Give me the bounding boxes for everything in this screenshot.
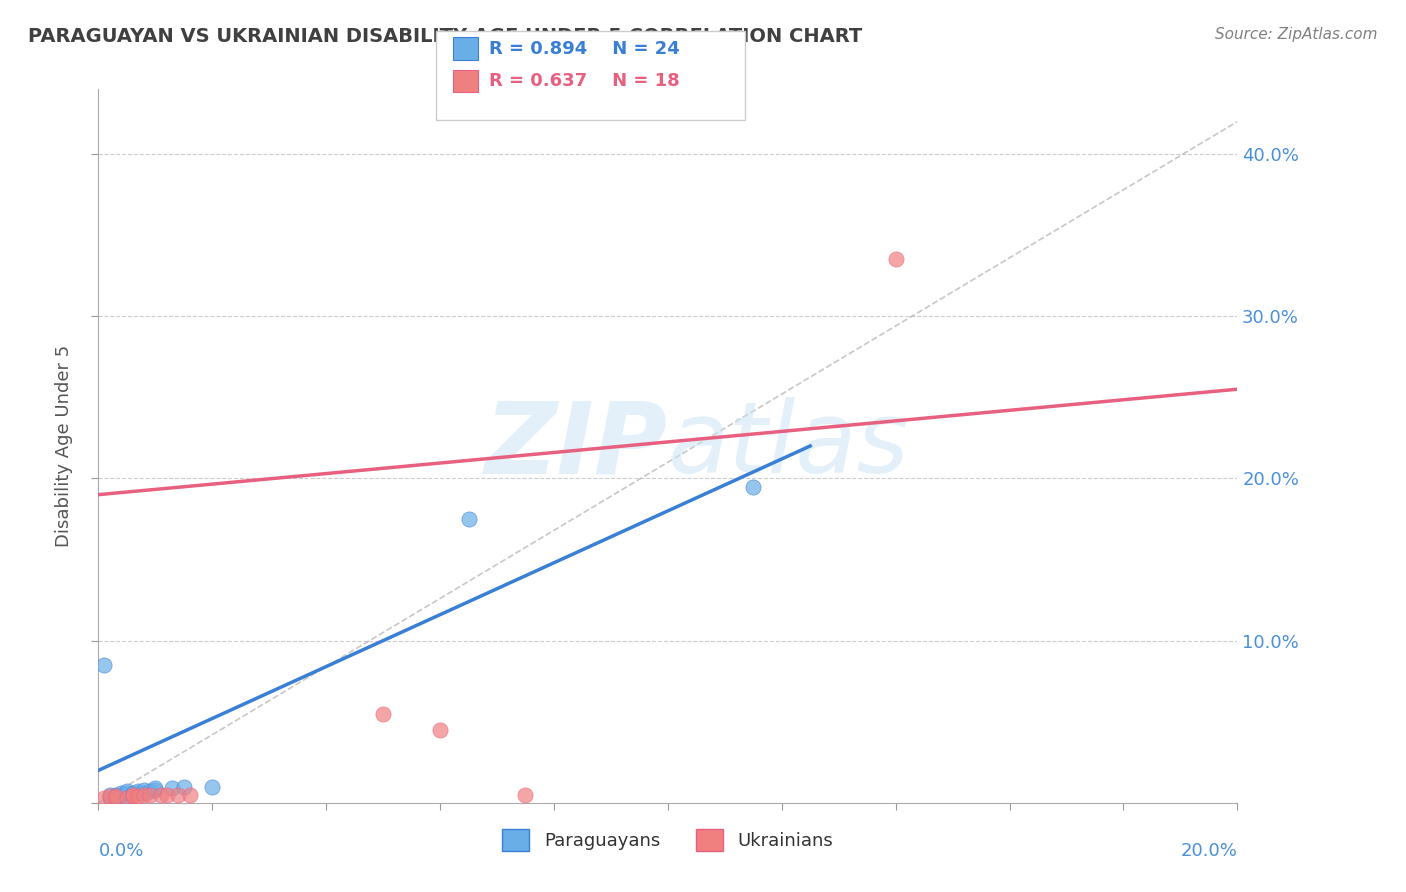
Point: [115, 789, 138, 804]
Point: [145, 781, 167, 796]
Point: [162, 781, 184, 796]
Point: [98, 788, 121, 802]
Text: 0.0%: 0.0%: [98, 842, 143, 860]
Point: [138, 788, 160, 802]
Text: R = 0.637    N = 18: R = 0.637 N = 18: [489, 71, 681, 90]
Point: [156, 788, 179, 802]
Point: [115, 786, 138, 800]
Point: [127, 789, 149, 804]
Point: [104, 791, 127, 805]
Point: [150, 788, 173, 802]
Point: [201, 780, 224, 794]
Text: 20.0%: 20.0%: [1181, 842, 1237, 860]
Text: R = 0.894    N = 24: R = 0.894 N = 24: [489, 39, 681, 58]
Point: [145, 782, 167, 797]
Point: [429, 723, 451, 737]
Text: PARAGUAYAN VS UKRAINIAN DISABILITY AGE UNDER 5 CORRELATION CHART: PARAGUAYAN VS UKRAINIAN DISABILITY AGE U…: [28, 27, 862, 45]
Point: [110, 788, 132, 802]
Point: [167, 788, 190, 802]
Point: [132, 782, 155, 797]
Point: [93, 657, 115, 672]
Point: [884, 252, 907, 267]
Point: [104, 788, 127, 802]
Point: [93, 791, 115, 805]
Point: [98, 789, 121, 804]
Text: atlas: atlas: [668, 398, 910, 494]
Y-axis label: Disability Age Under 5: Disability Age Under 5: [55, 345, 73, 547]
Point: [104, 789, 127, 804]
Text: Source: ZipAtlas.com: Source: ZipAtlas.com: [1215, 27, 1378, 42]
Point: [179, 788, 201, 802]
Point: [742, 479, 765, 493]
Point: [115, 791, 138, 805]
Point: [127, 786, 149, 800]
Point: [104, 791, 127, 805]
Point: [121, 788, 143, 802]
Point: [373, 706, 395, 721]
Point: [127, 784, 149, 798]
Point: [138, 784, 160, 798]
Point: [121, 786, 143, 800]
Point: [110, 786, 132, 800]
Point: [121, 789, 143, 804]
Point: [115, 784, 138, 798]
Point: [98, 791, 121, 805]
Point: [173, 780, 195, 794]
Point: [132, 788, 155, 802]
Point: [515, 788, 537, 802]
Legend: Paraguayans, Ukrainians: Paraguayans, Ukrainians: [495, 822, 841, 858]
Point: [457, 512, 479, 526]
Text: ZIP: ZIP: [485, 398, 668, 494]
Point: [104, 789, 127, 804]
Point: [132, 786, 155, 800]
